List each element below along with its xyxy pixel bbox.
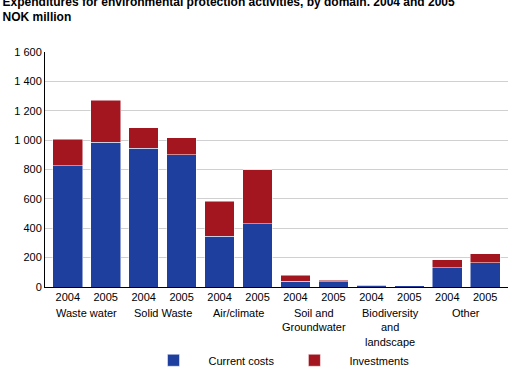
svg-text:0: 0 [36, 281, 42, 293]
svg-text:Solid Waste: Solid Waste [134, 307, 192, 319]
svg-text:800: 800 [23, 163, 41, 175]
svg-text:1 200: 1 200 [14, 105, 42, 117]
svg-text:2004: 2004 [131, 291, 155, 303]
svg-text:200: 200 [23, 251, 41, 263]
svg-text:2005: 2005 [321, 291, 345, 303]
svg-text:Biodiversityandlandscape: Biodiversityandlandscape [362, 307, 419, 348]
svg-text:Air/climate: Air/climate [213, 307, 264, 319]
svg-text:Investments: Investments [349, 355, 409, 367]
svg-text:Waste water: Waste water [56, 307, 117, 319]
svg-text:2005: 2005 [93, 291, 117, 303]
svg-text:400: 400 [23, 222, 41, 234]
svg-text:2005: 2005 [245, 291, 269, 303]
svg-text:600: 600 [23, 193, 41, 205]
svg-text:2005: 2005 [397, 291, 421, 303]
svg-text:Other: Other [452, 307, 480, 319]
svg-text:Current costs: Current costs [209, 355, 275, 367]
svg-text:1 600: 1 600 [14, 46, 42, 58]
svg-text:1 000: 1 000 [14, 134, 42, 146]
svg-text:1 400: 1 400 [14, 75, 42, 87]
svg-text:Soil andGroundwater: Soil andGroundwater [282, 307, 346, 333]
svg-text:2004: 2004 [283, 291, 307, 303]
svg-text:2004: 2004 [435, 291, 459, 303]
svg-text:2005: 2005 [169, 291, 193, 303]
svg-text:2004: 2004 [56, 291, 80, 303]
svg-text:2004: 2004 [359, 291, 383, 303]
svg-text:2004: 2004 [207, 291, 231, 303]
svg-text:Expenditures for environmental: Expenditures for environmental protectio… [3, 0, 455, 24]
svg-text:2005: 2005 [473, 291, 497, 303]
